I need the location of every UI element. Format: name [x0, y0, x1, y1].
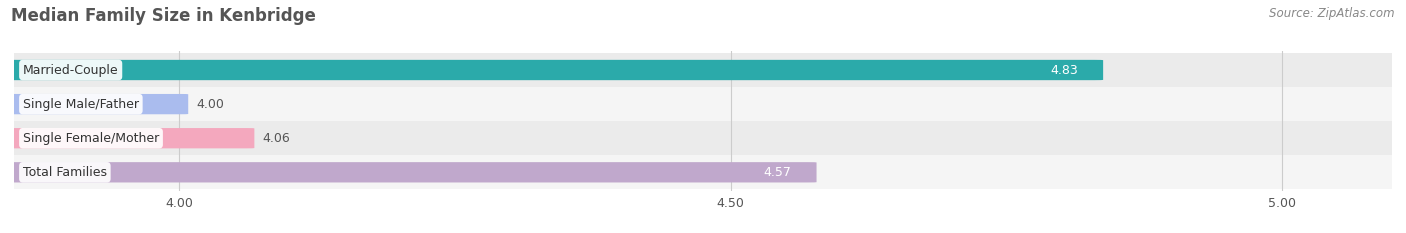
Text: Single Male/Father: Single Male/Father [22, 98, 139, 111]
Text: Married-Couple: Married-Couple [22, 64, 118, 76]
Text: 4.57: 4.57 [763, 166, 792, 179]
FancyBboxPatch shape [6, 162, 817, 182]
Text: Median Family Size in Kenbridge: Median Family Size in Kenbridge [11, 7, 316, 25]
Text: Source: ZipAtlas.com: Source: ZipAtlas.com [1270, 7, 1395, 20]
Bar [14, 87, 1392, 121]
Bar [14, 121, 1392, 155]
Text: 4.00: 4.00 [195, 98, 224, 111]
FancyBboxPatch shape [6, 128, 254, 148]
Text: 4.83: 4.83 [1050, 64, 1078, 76]
FancyBboxPatch shape [6, 94, 188, 114]
Text: Single Female/Mother: Single Female/Mother [22, 132, 159, 145]
FancyBboxPatch shape [6, 60, 1104, 80]
Text: 4.06: 4.06 [262, 132, 290, 145]
Bar [14, 155, 1392, 189]
Text: Total Families: Total Families [22, 166, 107, 179]
Bar [14, 53, 1392, 87]
